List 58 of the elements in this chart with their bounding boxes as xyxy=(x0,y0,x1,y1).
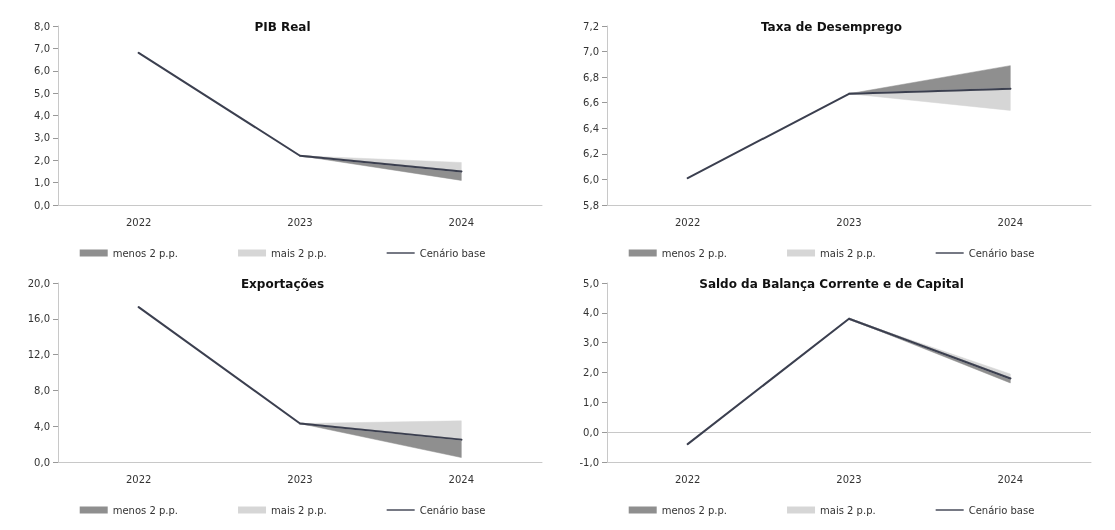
x-tick-label: 2023 xyxy=(836,216,862,228)
y-tick-label: 4,0 xyxy=(34,110,50,121)
legend-label: menos 2 p.p. xyxy=(661,504,728,516)
y-tick-label: 16,0 xyxy=(27,313,50,325)
x-tick-label: 2024 xyxy=(448,216,475,228)
chart-title: Taxa de Desemprego xyxy=(760,20,903,34)
y-tick-label: 6,0 xyxy=(34,65,50,77)
y-tick-label: 4,0 xyxy=(583,307,599,319)
y-tick-label: 0,0 xyxy=(34,199,50,211)
y-tick-label: 7,0 xyxy=(34,42,50,54)
y-tick-label: 6,8 xyxy=(583,71,599,83)
legend-label: Cenário base xyxy=(968,504,1035,516)
y-tick-label: 6,6 xyxy=(583,97,599,109)
y-tick-label: 7,0 xyxy=(583,46,599,58)
legend-label: mais 2 p.p. xyxy=(271,247,327,259)
y-tick-label: 1,0 xyxy=(583,396,599,408)
y-tick-label: 12,0 xyxy=(27,349,50,361)
legend-label: mais 2 p.p. xyxy=(820,247,876,259)
legend-label: menos 2 p.p. xyxy=(112,504,179,516)
y-tick-label: 6,4 xyxy=(583,122,599,134)
y-tick-label: 2,0 xyxy=(583,367,599,378)
y-tick-label: 6,2 xyxy=(583,148,599,160)
x-tick-label: 2024 xyxy=(448,473,475,485)
y-tick-label: -1,0 xyxy=(579,456,599,468)
y-tick-label: 0,0 xyxy=(583,426,599,438)
legend-label: mais 2 p.p. xyxy=(820,504,876,516)
y-tick-label: 1,0 xyxy=(34,177,50,189)
x-tick-label: 2023 xyxy=(836,473,862,485)
y-tick-label: 6,0 xyxy=(583,173,599,185)
y-tick-label: 3,0 xyxy=(34,132,50,144)
legend-label: menos 2 p.p. xyxy=(112,247,179,259)
x-tick-label: 2022 xyxy=(125,216,152,228)
y-tick-label: 5,8 xyxy=(583,199,599,211)
legend-label: Cenário base xyxy=(419,504,486,516)
x-tick-label: 2024 xyxy=(997,216,1024,228)
y-tick-label: 7,2 xyxy=(583,20,599,32)
legend-label: Cenário base xyxy=(968,247,1035,259)
y-tick-label: 4,0 xyxy=(34,420,50,432)
chart-title: PIB Real xyxy=(254,20,311,34)
x-tick-label: 2024 xyxy=(997,473,1024,485)
x-tick-label: 2023 xyxy=(287,473,313,485)
x-tick-label: 2022 xyxy=(125,473,152,485)
chart-title: Saldo da Balança Corrente e de Capital xyxy=(699,277,964,291)
y-tick-label: 0,0 xyxy=(34,456,50,468)
x-tick-label: 2022 xyxy=(674,216,701,228)
x-tick-label: 2022 xyxy=(674,473,701,485)
legend-label: mais 2 p.p. xyxy=(271,504,327,516)
y-tick-label: 5,0 xyxy=(34,87,50,99)
y-tick-label: 8,0 xyxy=(34,384,50,396)
chart-title: Exportações xyxy=(240,277,325,291)
y-tick-label: 20,0 xyxy=(27,277,50,289)
y-tick-label: 2,0 xyxy=(34,154,50,166)
legend-label: menos 2 p.p. xyxy=(661,247,728,259)
y-tick-label: 5,0 xyxy=(583,277,599,289)
x-tick-label: 2023 xyxy=(287,216,313,228)
y-tick-label: 3,0 xyxy=(583,337,599,349)
y-tick-label: 8,0 xyxy=(34,20,50,32)
legend-label: Cenário base xyxy=(419,247,486,259)
